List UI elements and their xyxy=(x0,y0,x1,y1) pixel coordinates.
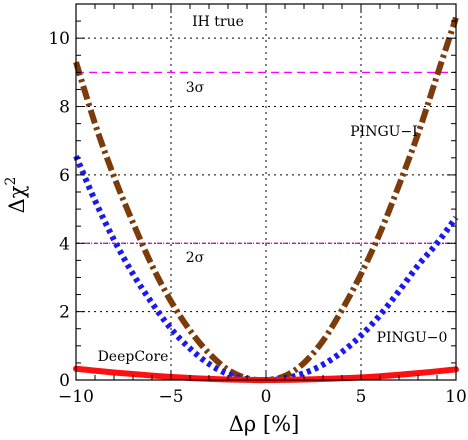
x-tick-label-2: 0 xyxy=(261,387,272,407)
x-tick-label-0: −10 xyxy=(58,387,94,407)
x-tick-label-1: −5 xyxy=(158,387,183,407)
tick-labels: −10 −5 0 5 10 0 2 4 6 8 10 xyxy=(48,29,466,407)
annotation-3sigma: 3σ xyxy=(186,80,205,96)
x-axis-label: Δρ [%] xyxy=(229,412,300,436)
axis-ticks xyxy=(75,3,457,381)
series-line-pingu-0 xyxy=(73,154,459,384)
x-tick-label-4: 10 xyxy=(445,387,467,407)
y-axis-label-main: Δχ xyxy=(5,185,29,213)
annotation-2sigma: 2σ xyxy=(186,250,205,266)
grid-lines xyxy=(76,4,456,380)
y-tick-label-4: 8 xyxy=(59,98,70,118)
x-tick-label-3: 5 xyxy=(356,387,367,407)
annotation-deepcore: DeepCore xyxy=(98,349,169,365)
annotation-pingu-1: PINGU−I xyxy=(350,124,417,140)
annotation-ih-true: IH true xyxy=(192,14,244,30)
y-tick-label-5: 10 xyxy=(48,29,70,49)
sigma-reference-lines xyxy=(76,71,456,244)
y-tick-label-1: 2 xyxy=(59,303,70,323)
y-axis-label-exponent: 2 xyxy=(3,177,19,186)
annotation-pingu-0: PINGU−0 xyxy=(377,330,448,346)
y-tick-label-2: 4 xyxy=(59,234,70,254)
y-tick-label-0: 0 xyxy=(59,371,70,391)
y-tick-label-3: 6 xyxy=(59,166,70,186)
y-axis-label: Δχ2 xyxy=(3,177,29,214)
